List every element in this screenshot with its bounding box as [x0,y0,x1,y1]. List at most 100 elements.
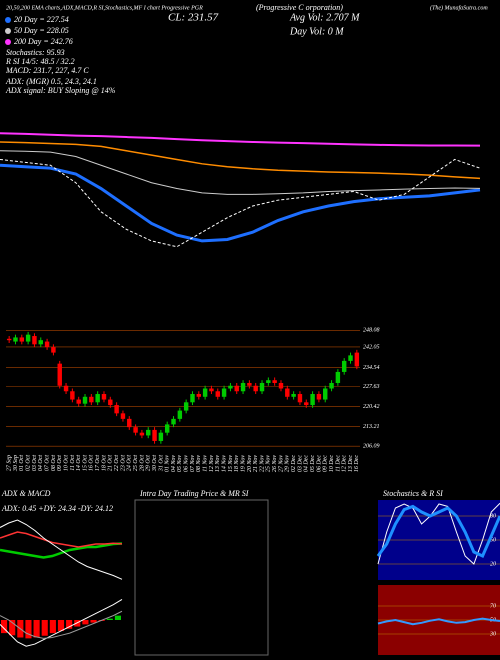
x-tick-label: 25 Nov [266,455,272,473]
candle-body [6,338,12,341]
y-tick-label: 80 [490,513,496,519]
candle-body [228,385,233,389]
x-tick-label: 02 Dec [291,455,297,472]
candle-body [259,382,265,392]
candle-body [152,429,157,441]
x-tick-label: 18 Oct [101,455,107,471]
candle-body [133,427,138,433]
x-tick-label: 28 Oct [139,455,145,471]
histogram-bar [41,620,48,636]
x-tick-label: 29 Nov [285,455,291,473]
histogram-bar [114,615,121,620]
x-tick-label: 11 Dec [335,455,341,472]
candle-body [158,432,164,441]
histogram-bar [33,620,40,638]
histogram-bar [1,620,8,634]
avg-vol: Avg Vol: 2.707 M [289,12,360,23]
candle-body [51,347,56,353]
candle-body [247,382,252,386]
series-line [376,504,500,559]
legend-swatch [5,17,11,23]
y-tick-label: 234.54 [363,364,380,371]
candle-body [310,394,315,406]
histogram-bar [82,620,89,625]
x-tick-label: 15 Nov [228,455,234,473]
candle-body [190,394,195,403]
histogram-bar [66,620,73,629]
x-tick-label: 07 Oct [44,455,50,471]
candle-body [171,418,176,425]
stoch-text: Stochastics: 95.93 [6,48,65,57]
x-tick-label: 13 Nov [215,455,221,473]
candle-body [272,380,277,383]
x-tick-label: 25 Oct [133,455,139,471]
candle-body [323,388,328,400]
candle-body [76,399,81,404]
x-tick-label: 18 Nov [234,455,240,473]
histogram-bar [9,620,16,636]
panel-title: Stochastics & R SI [383,489,443,498]
candle-body [335,371,341,383]
series-line [0,599,123,647]
title-mid: (Progressive C orporation) [256,3,343,12]
candle-body [95,394,100,403]
x-tick-label: 05 Nov [177,455,183,473]
x-tick-label: 20 Nov [247,455,253,473]
candle-body [32,336,37,345]
histogram-bar [25,620,32,639]
x-tick-label: 14 Oct [75,455,82,471]
series-line [0,150,481,195]
x-tick-label: 17 Oct [95,455,101,471]
candle-body [89,396,94,403]
x-tick-label: 27 Nov [278,455,284,473]
title-right: (The) MunafaSutra.com [430,4,488,11]
adx-signal-text: ADX signal: BUY Sloping @ 14% [5,86,116,95]
candle-body [215,391,220,397]
x-tick-label: 31 Oct [158,455,164,472]
candle-body [234,385,239,392]
y-tick-label: 242.05 [363,343,380,350]
candle-body [291,394,296,397]
x-tick-label: 30 Oct [152,455,158,472]
candle-body [348,355,353,361]
y-tick-label: 20 [490,561,496,567]
x-tick-label: 08 Oct [51,455,57,471]
x-tick-label: 11 Oct [70,455,76,471]
candle-body [108,399,113,406]
x-tick-label: 16 Oct [89,455,95,471]
panel-title: Intra Day Trading Price & MR SI [139,489,249,498]
x-tick-label: 23 Oct [120,455,126,471]
x-tick-label: 05 Dec [310,455,316,472]
panel-border [134,499,269,656]
candle-body [114,405,119,414]
histogram-bar [57,620,65,631]
series-line [0,132,481,147]
y-tick-label: 213.21 [363,424,380,430]
x-tick-label: 13 Dec [348,455,354,472]
legend-swatch [5,39,11,45]
series-line [0,531,123,548]
x-tick-label: 15 Oct [82,455,88,471]
legend-200: 200 Day = 242.76 [14,37,73,46]
candle-body [285,388,290,397]
candle-body [57,363,62,386]
candle-body [38,340,43,345]
candle-body [120,413,126,419]
x-tick-label: 08 Nov [196,455,202,473]
candle-body [196,394,202,397]
x-tick-label: 09 Oct [57,455,63,471]
legend-20: 20 Day = 227.54 [14,15,69,24]
series-line [377,502,500,565]
candle-body [202,388,208,397]
candle-body [304,402,309,406]
x-tick-label: 03 Oct [32,455,38,471]
adx-text: ADX: (MGR) 0.5, 24.3, 24.1 [5,77,97,86]
day-vol: Day Vol: 0 M [289,26,344,37]
x-tick-label: 06 Nov [184,455,190,473]
candle-body [139,432,145,436]
candle-body [253,385,258,392]
candle-body [82,396,88,404]
x-tick-label: 30 Sep [13,455,19,472]
y-tick-label: 70 [490,603,496,609]
